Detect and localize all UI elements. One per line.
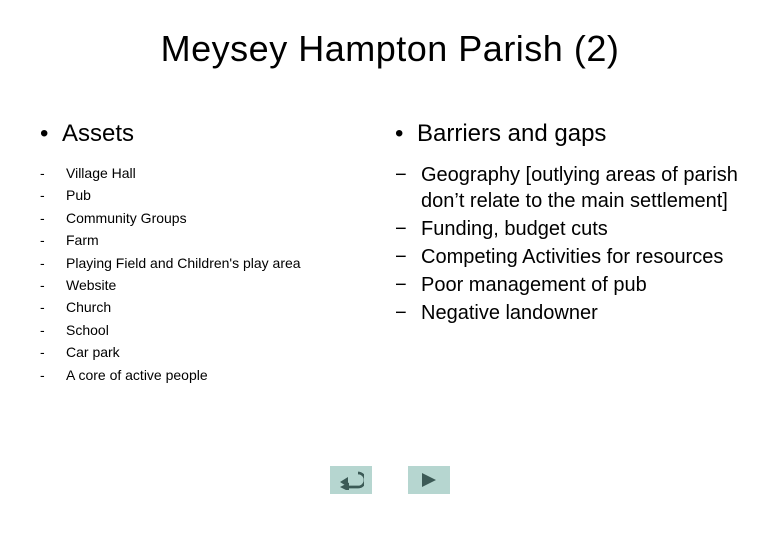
asset-item-text: A core of active people [66, 364, 208, 386]
list-item: −Negative landowner [395, 300, 740, 326]
barriers-column: • Barriers and gaps −Geography [outlying… [395, 120, 740, 386]
dash-icon: - [40, 274, 66, 296]
barriers-heading-text: Barriers and gaps [417, 120, 606, 148]
barriers-heading: • Barriers and gaps [395, 120, 740, 148]
dash-icon: - [40, 207, 66, 229]
list-item: -Community Groups [40, 207, 385, 229]
barrier-item-text: Poor management of pub [421, 272, 740, 298]
list-item: -School [40, 319, 385, 341]
dash-icon: − [395, 162, 421, 214]
barrier-item-text: Geography [outlying areas of parish don’… [421, 162, 740, 214]
assets-column: • Assets -Village Hall-Pub-Community Gro… [40, 120, 385, 386]
dash-icon: - [40, 184, 66, 206]
barrier-item-text: Competing Activities for resources [421, 244, 740, 270]
asset-item-text: Community Groups [66, 207, 187, 229]
assets-list: -Village Hall-Pub-Community Groups-Farm-… [40, 162, 385, 386]
list-item: −Poor management of pub [395, 272, 740, 298]
list-item: -Playing Field and Children's play area [40, 252, 385, 274]
assets-heading: • Assets [40, 120, 385, 148]
assets-heading-text: Assets [62, 120, 134, 148]
next-button[interactable] [408, 466, 450, 494]
asset-item-text: School [66, 319, 109, 341]
bullet-icon: • [395, 122, 417, 146]
columns: • Assets -Village Hall-Pub-Community Gro… [40, 120, 740, 386]
slide: Meysey Hampton Parish (2) • Assets -Vill… [0, 0, 780, 540]
asset-item-text: Village Hall [66, 162, 136, 184]
barrier-item-text: Negative landowner [421, 300, 740, 326]
list-item: -Website [40, 274, 385, 296]
asset-item-text: Pub [66, 184, 91, 206]
dash-icon: - [40, 296, 66, 318]
list-item: −Funding, budget cuts [395, 216, 740, 242]
page-title: Meysey Hampton Parish (2) [40, 28, 740, 70]
barriers-list: −Geography [outlying areas of parish don… [395, 162, 740, 326]
dash-icon: − [395, 300, 421, 326]
list-item: −Geography [outlying areas of parish don… [395, 162, 740, 214]
dash-icon: - [40, 364, 66, 386]
dash-icon: - [40, 252, 66, 274]
list-item: -Pub [40, 184, 385, 206]
asset-item-text: Church [66, 296, 111, 318]
dash-icon: - [40, 341, 66, 363]
bullet-icon: • [40, 122, 62, 146]
dash-icon: − [395, 244, 421, 270]
dash-icon: - [40, 162, 66, 184]
back-button[interactable] [330, 466, 372, 494]
asset-item-text: Website [66, 274, 116, 296]
list-item: -Village Hall [40, 162, 385, 184]
nav-buttons [330, 466, 450, 494]
dash-icon: - [40, 319, 66, 341]
dash-icon: − [395, 272, 421, 298]
list-item: -A core of active people [40, 364, 385, 386]
asset-item-text: Farm [66, 229, 99, 251]
asset-item-text: Playing Field and Children's play area [66, 252, 301, 274]
list-item: -Car park [40, 341, 385, 363]
dash-icon: − [395, 216, 421, 242]
list-item: -Farm [40, 229, 385, 251]
list-item: -Church [40, 296, 385, 318]
play-icon [419, 471, 439, 489]
return-icon [338, 470, 364, 490]
asset-item-text: Car park [66, 341, 120, 363]
dash-icon: - [40, 229, 66, 251]
barrier-item-text: Funding, budget cuts [421, 216, 740, 242]
list-item: −Competing Activities for resources [395, 244, 740, 270]
